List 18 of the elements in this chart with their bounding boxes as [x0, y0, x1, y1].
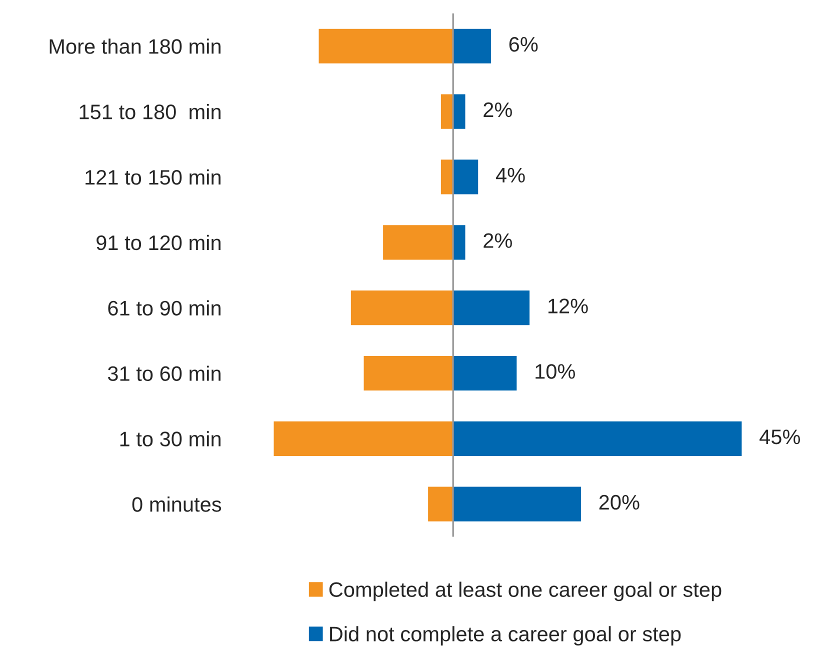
y-tick-label: 151 to 180 min: [80, 104, 220, 120]
y-tick-label: 1 to 30 min: [120, 431, 220, 446]
data-label: 2%: [484, 233, 512, 248]
data-label: 2%: [484, 102, 512, 118]
data-label: 20%: [599, 494, 640, 510]
legend-label: Completed at least one career goal or step: [329, 582, 722, 602]
y-tick-label: 61 to 90 min: [108, 300, 220, 316]
data-label: 4%: [496, 168, 525, 182]
data-label: 10%: [536, 364, 575, 379]
data-label: 6%: [509, 36, 538, 52]
y-tick-label: 91 to 120 min: [96, 234, 220, 250]
data-label: 12%: [548, 298, 588, 314]
y-tick-label: More than 180 min: [50, 38, 220, 54]
y-tick-label: 31 to 60 min: [108, 366, 220, 381]
y-tick-label: 121 to 150 min: [86, 169, 220, 185]
y-tick-label: 0 minutes: [132, 496, 222, 512]
data-label: 45%: [760, 430, 800, 444]
legend-label: Did not complete a career goal or step: [330, 626, 681, 646]
